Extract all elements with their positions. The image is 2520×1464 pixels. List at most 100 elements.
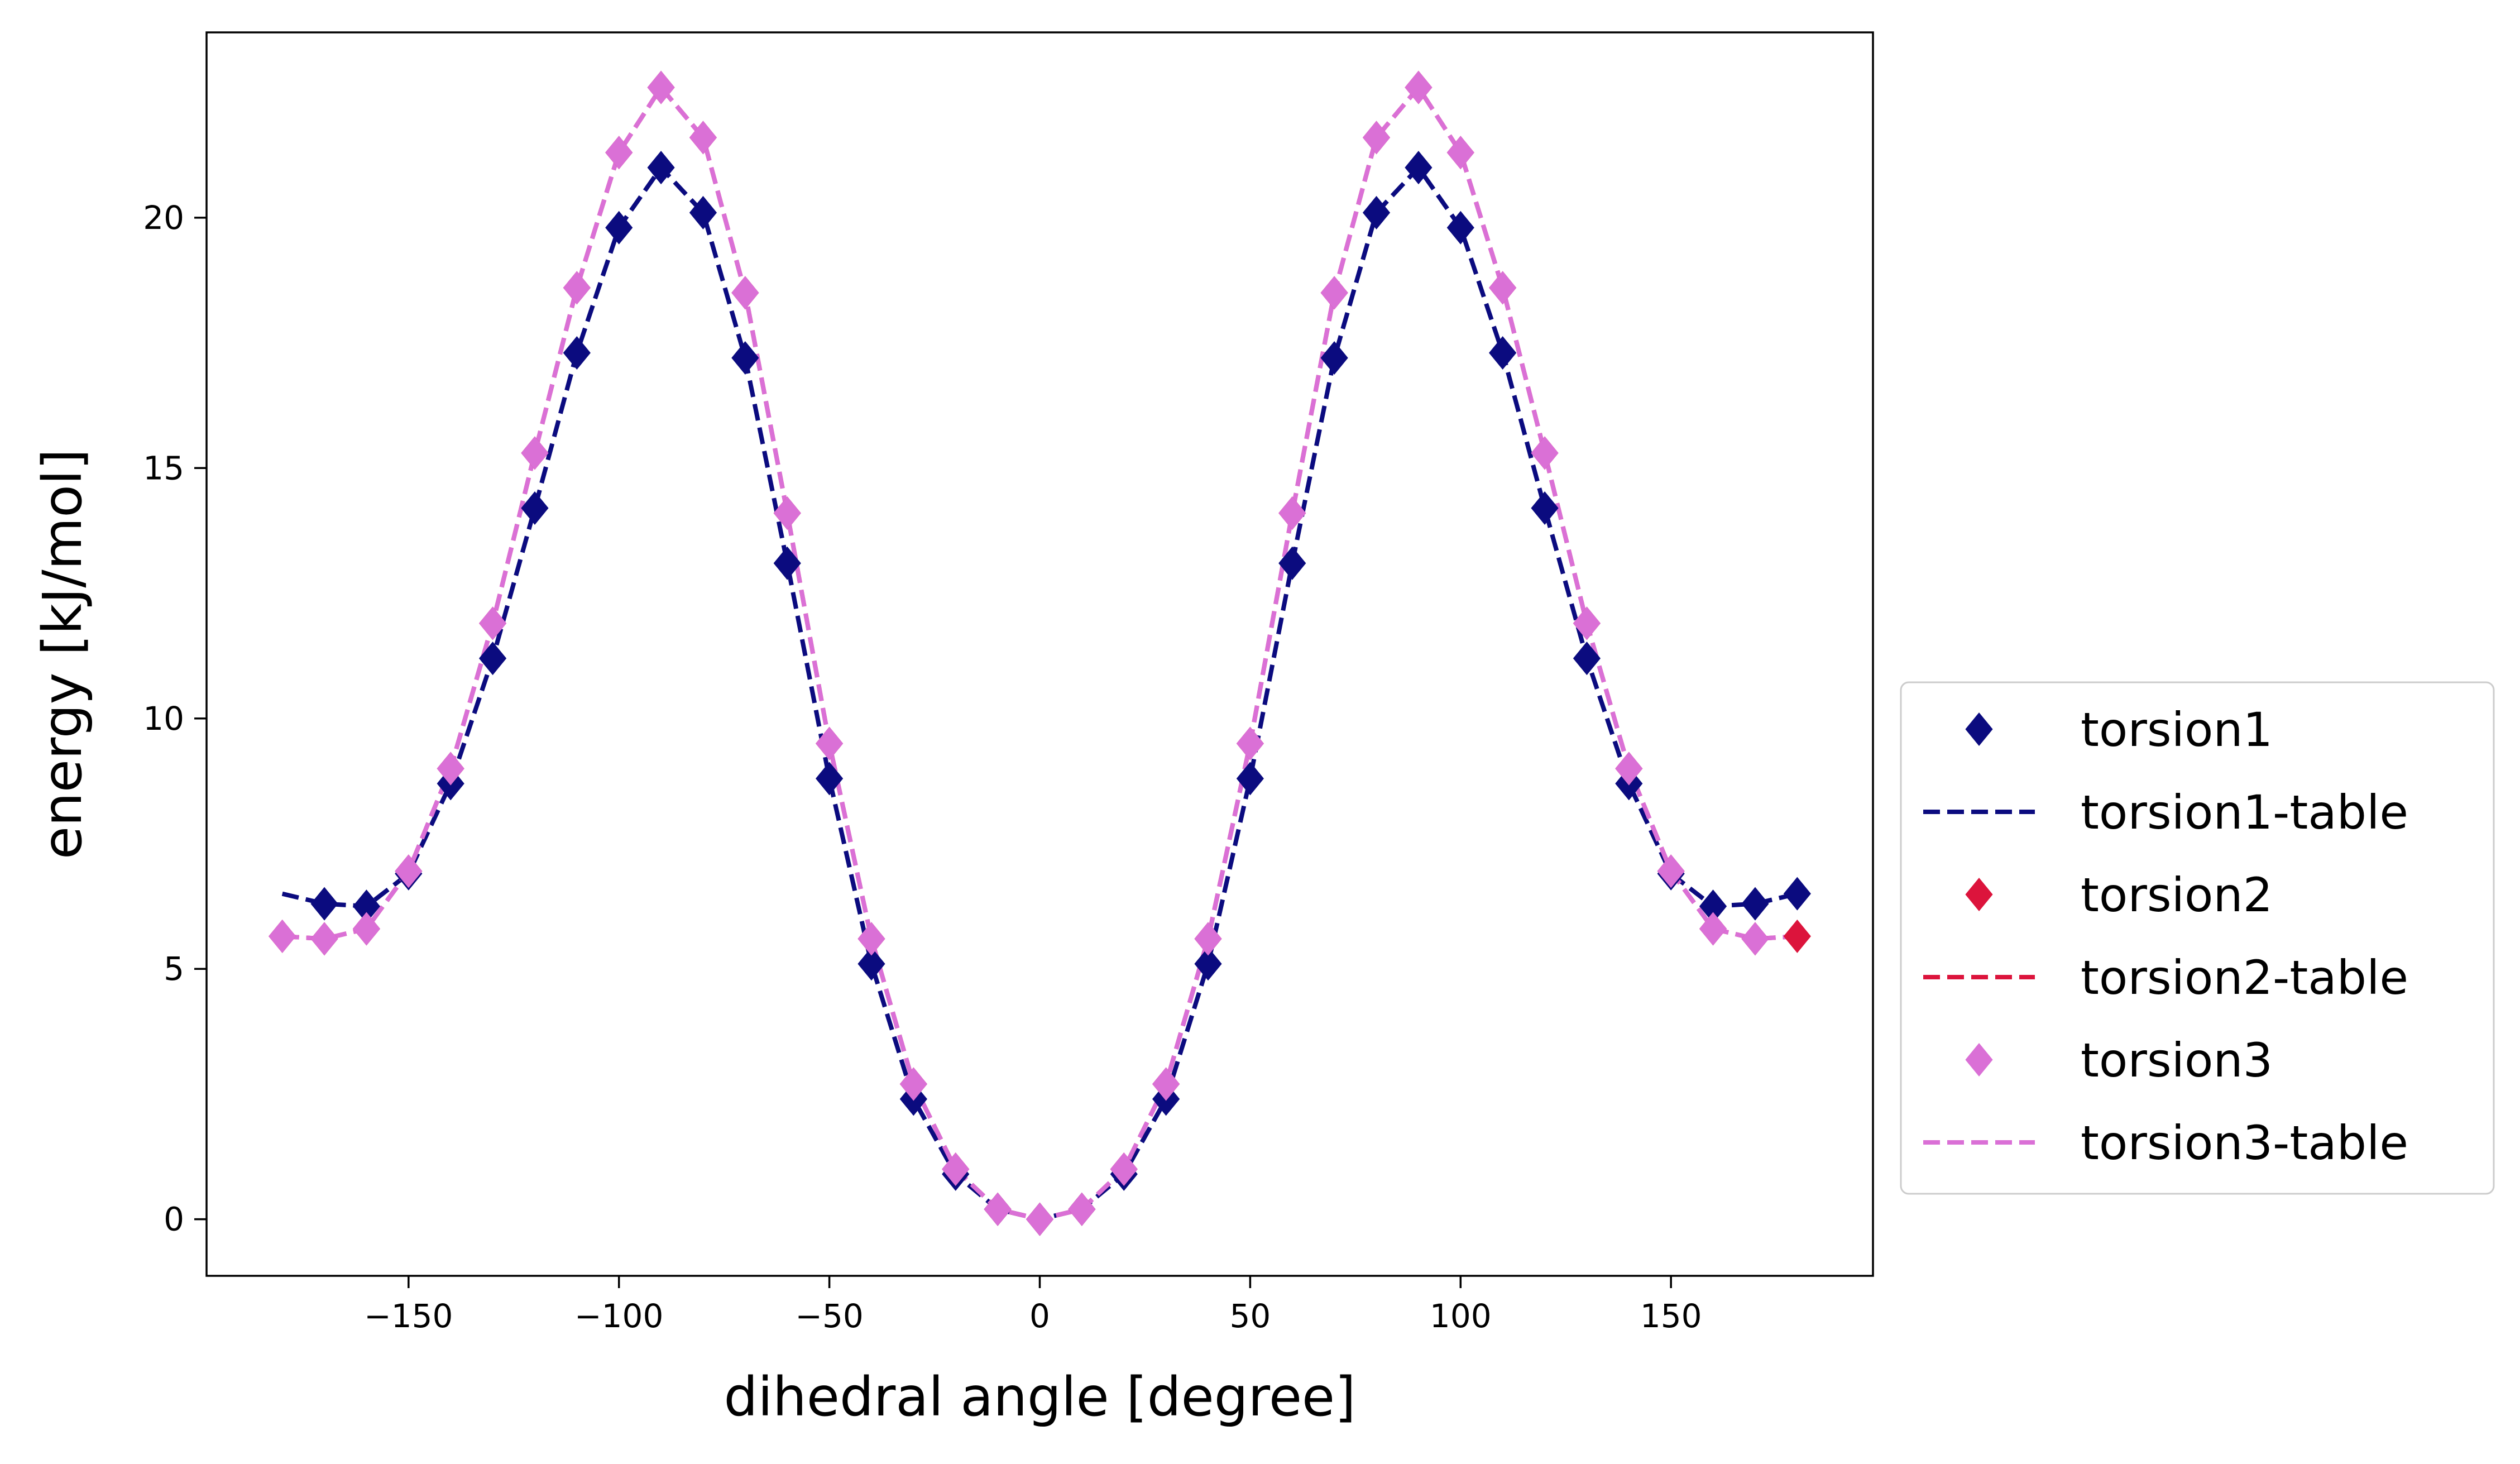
torsion3-point xyxy=(731,276,759,310)
legend-marker-swatch xyxy=(1965,878,1993,911)
torsion1-point xyxy=(731,341,759,375)
y-tick-label: 0 xyxy=(164,1200,184,1238)
torsion3-point xyxy=(899,1067,927,1101)
x-axis-ticks: −150 −100 −50 0 50 100 150 xyxy=(364,1276,1702,1335)
torsion3-markers xyxy=(269,70,1769,1236)
torsion1-point xyxy=(1320,341,1348,375)
torsion1-point xyxy=(310,887,338,921)
torsion3-point xyxy=(521,436,549,470)
torsion1-point xyxy=(521,491,549,525)
torsion3-point xyxy=(1405,70,1433,104)
torsion3-point xyxy=(647,70,675,104)
torsion3-point xyxy=(816,726,844,760)
torsion1-point xyxy=(1278,546,1306,580)
legend-item-torsion2-table: torsion2-table xyxy=(1923,950,2408,1005)
torsion3-table-line xyxy=(282,85,1798,1222)
torsion3-point xyxy=(1362,121,1391,155)
torsion1-point xyxy=(605,210,633,245)
torsion1-point xyxy=(478,642,507,676)
legend-item-torsion3: torsion3 xyxy=(1965,1033,2273,1088)
torsion3-point xyxy=(269,919,296,953)
torsion3-point xyxy=(1699,912,1727,946)
torsion3-point xyxy=(1741,922,1769,956)
legend-label: torsion2-table xyxy=(2081,950,2408,1005)
legend-label: torsion2 xyxy=(2081,868,2273,922)
torsion1-point xyxy=(1741,887,1769,921)
torsion1-point xyxy=(1446,210,1474,245)
x-tick-label: 50 xyxy=(1229,1297,1271,1335)
torsion3-point xyxy=(478,606,507,640)
torsion3-point xyxy=(1110,1152,1138,1186)
torsion1-point xyxy=(816,762,844,796)
y-axis-ticks: 0 5 10 15 20 xyxy=(143,199,207,1238)
x-tick-label: 150 xyxy=(1640,1297,1702,1335)
torsion3-point xyxy=(437,752,464,786)
torsion3-point xyxy=(689,121,717,155)
torsion2-table-line xyxy=(282,85,1798,1222)
torsion1-point xyxy=(563,336,591,370)
torsion3-point xyxy=(1531,436,1559,470)
torsion1-point xyxy=(1405,151,1433,185)
legend-marker-swatch xyxy=(1965,1043,1993,1077)
torsion3-point xyxy=(1152,1067,1180,1101)
legend-item-torsion1: torsion1 xyxy=(1965,702,2273,757)
x-tick-label: 100 xyxy=(1430,1297,1492,1335)
torsion1-point xyxy=(773,546,801,580)
legend-label: torsion1 xyxy=(2081,702,2273,757)
x-tick-label: −50 xyxy=(795,1297,863,1335)
torsion1-point xyxy=(1531,491,1559,525)
torsion2-point xyxy=(1783,919,1811,953)
torsion1-point xyxy=(1783,877,1811,911)
torsion3-point xyxy=(1446,136,1474,170)
torsion3-point xyxy=(605,136,633,170)
torsion1-point xyxy=(647,151,675,185)
torsion1-table-line xyxy=(281,165,1798,1222)
torsion3-point xyxy=(1489,271,1517,305)
torsion1-point xyxy=(1489,336,1517,370)
legend-item-torsion1-table: torsion1-table xyxy=(1923,785,2408,840)
legend-items: torsion1 torsion1-table torsion2 torsion2-t… xyxy=(1923,702,2408,1170)
x-axis-label: dihedral angle [degree] xyxy=(724,1366,1355,1428)
torsion1-point xyxy=(352,889,381,924)
torsion3-point xyxy=(773,496,801,530)
series-lines-layer xyxy=(281,85,1798,1222)
torsion3-point xyxy=(395,854,423,888)
torsion3-point xyxy=(1278,496,1306,530)
torsion3-point xyxy=(1194,922,1222,956)
legend-item-torsion2: torsion2 xyxy=(1965,868,2273,922)
legend-item-torsion3-table: torsion3-table xyxy=(1923,1116,2408,1170)
torsion3-point xyxy=(1573,606,1601,640)
plot-frame xyxy=(205,31,1874,1277)
x-tick-label: 0 xyxy=(1029,1297,1050,1335)
torsion3-point xyxy=(1236,726,1264,760)
legend-label: torsion1-table xyxy=(2081,785,2408,840)
torsion3-point xyxy=(1657,854,1685,888)
legend: torsion1 torsion1-table torsion2 torsion2-t… xyxy=(1900,681,2495,1195)
torsion3-point xyxy=(310,922,338,956)
torsion3-point xyxy=(857,922,885,956)
legend-marker-swatch xyxy=(1965,712,1993,746)
legend-box xyxy=(1900,681,2495,1195)
torsion3-point xyxy=(352,912,381,946)
y-tick-label: 5 xyxy=(164,950,184,988)
torsion3-point xyxy=(942,1152,970,1186)
torsion1-point xyxy=(689,195,717,229)
y-axis-label: energy [kJ/mol] xyxy=(31,449,94,859)
torsion3-point xyxy=(1320,276,1348,310)
torsion3-point xyxy=(984,1192,1012,1226)
torsion1-point xyxy=(1573,642,1601,676)
torsion3-point xyxy=(563,271,591,305)
legend-label: torsion3-table xyxy=(2081,1116,2408,1170)
torsion1-point xyxy=(1699,889,1727,924)
torsion1-point xyxy=(1194,947,1222,981)
x-tick-label: −100 xyxy=(574,1297,663,1335)
torsion3-point xyxy=(1026,1202,1054,1236)
torsion1-point xyxy=(1362,195,1391,229)
legend-label: torsion3 xyxy=(2081,1033,2273,1088)
y-tick-label: 10 xyxy=(143,700,184,738)
torsion1-point xyxy=(1236,762,1264,796)
y-tick-label: 20 xyxy=(143,199,184,237)
x-tick-label: −150 xyxy=(364,1297,453,1335)
torsion3-point xyxy=(1068,1192,1096,1226)
